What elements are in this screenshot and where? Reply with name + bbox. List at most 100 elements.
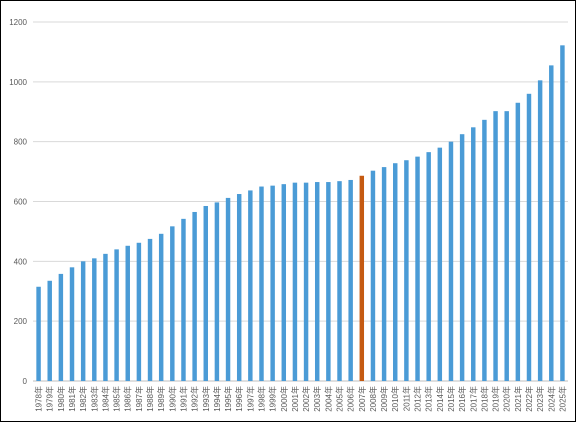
bar-14: [192, 211, 197, 381]
x-tick-label-25: 2003年: [312, 386, 322, 412]
bar-12: [170, 226, 175, 381]
x-tick-label-21: 1999年: [268, 386, 278, 412]
bar-37: [448, 141, 454, 381]
bar-16: [214, 202, 220, 381]
x-tick-label-3: 1981年: [67, 386, 77, 412]
x-tick-label-28: 2006年: [346, 386, 356, 412]
bar-10: [147, 238, 153, 381]
bar-47: [560, 45, 565, 381]
x-tick-label-9: 1987年: [134, 386, 144, 412]
y-tick-label-600: 600: [14, 198, 28, 207]
bar-43: [515, 102, 521, 382]
bar-40: [482, 119, 487, 381]
bar-32: [393, 163, 398, 381]
bar-7: [114, 249, 119, 381]
bar-9: [136, 242, 142, 381]
x-tick-label-35: 2013年: [424, 386, 434, 412]
bar-24: [303, 182, 309, 381]
x-tick-label-30: 2008年: [368, 386, 378, 412]
bar-6: [103, 253, 108, 381]
bar-41: [493, 111, 498, 382]
x-tick-label-0: 1978年: [34, 386, 44, 412]
x-tick-label-4: 1982年: [78, 386, 88, 412]
x-tick-label-1: 1979年: [45, 386, 55, 412]
x-tick-label-27: 2005年: [335, 386, 345, 412]
bar-19: [248, 190, 253, 381]
bar-26: [326, 182, 331, 381]
bar-0: [36, 286, 41, 381]
bar-4: [80, 261, 86, 381]
x-tick-label-40: 2018年: [479, 386, 489, 412]
bar-5: [92, 258, 97, 381]
x-tick-label-14: 1992年: [190, 386, 200, 412]
x-tick-label-24: 2002年: [301, 386, 311, 412]
bar-8: [125, 245, 130, 381]
bar-44: [526, 93, 532, 382]
x-tick-label-34: 2012年: [413, 386, 423, 412]
x-tick-label-18: 1996年: [234, 386, 244, 412]
x-tick-label-6: 1984年: [100, 386, 110, 412]
x-tick-label-29: 2007年: [357, 386, 367, 412]
bar-31: [381, 167, 387, 381]
x-tick-label-26: 2004年: [323, 386, 333, 412]
x-tick-label-10: 1988年: [145, 386, 155, 412]
bar-39: [471, 127, 476, 381]
x-tick-label-11: 1989年: [156, 386, 166, 412]
x-tick-label-23: 2001年: [290, 386, 300, 412]
x-tick-label-16: 1994年: [212, 386, 222, 412]
y-tick-label-400: 400: [14, 257, 28, 266]
bar-22: [281, 184, 287, 381]
x-tick-label-41: 2019年: [491, 386, 501, 412]
x-tick-label-12: 1990年: [167, 386, 177, 412]
y-tick-label-0: 0: [23, 377, 28, 386]
y-tick-label-1200: 1200: [9, 18, 27, 27]
x-tick-label-45: 2023年: [535, 386, 545, 412]
x-tick-label-5: 1983年: [89, 386, 99, 412]
bar-18: [236, 194, 242, 381]
bar-35: [426, 152, 431, 381]
y-tick-label-200: 200: [14, 317, 28, 326]
bar-3: [69, 267, 75, 381]
bar-33: [404, 160, 409, 381]
bar-23: [292, 182, 298, 381]
x-tick-label-42: 2020年: [502, 386, 512, 412]
y-tick-label-1000: 1000: [9, 78, 27, 87]
bar-30: [370, 170, 376, 381]
bar-1: [47, 280, 52, 381]
bar-15: [203, 205, 208, 381]
x-tick-label-31: 2009年: [379, 386, 389, 412]
x-tick-label-8: 1986年: [123, 386, 133, 412]
x-tick-label-13: 1991年: [178, 386, 188, 412]
x-tick-label-47: 2025年: [557, 386, 567, 412]
x-tick-label-15: 1993年: [201, 386, 211, 412]
x-tick-label-33: 2011年: [401, 386, 411, 411]
bar-20: [259, 186, 264, 381]
bar-46: [549, 65, 554, 381]
bar-11: [158, 233, 164, 381]
bar-38: [459, 134, 465, 381]
x-tick-label-39: 2017年: [468, 386, 478, 412]
bar-28: [348, 179, 353, 381]
x-tick-label-7: 1985年: [112, 386, 122, 412]
bar-13: [181, 218, 186, 381]
x-tick-label-43: 2021年: [513, 386, 523, 412]
bar-45: [537, 80, 543, 381]
x-tick-label-37: 2015年: [446, 386, 456, 412]
x-tick-label-19: 1997年: [245, 386, 255, 412]
y-tick-label-800: 800: [14, 138, 28, 147]
x-tick-label-17: 1995年: [223, 386, 233, 412]
x-tick-label-32: 2010年: [390, 386, 400, 412]
x-tick-label-46: 2024年: [546, 386, 556, 412]
bar-34: [415, 156, 420, 382]
bar-29: [359, 175, 365, 381]
x-tick-label-2: 1980年: [56, 386, 66, 412]
x-tick-label-36: 2014年: [435, 386, 445, 412]
bar-21: [270, 185, 275, 381]
bar-2: [58, 273, 64, 381]
x-tick-label-20: 1998年: [256, 386, 266, 412]
x-tick-label-44: 2022年: [524, 386, 534, 412]
bar-17: [225, 197, 231, 381]
x-tick-label-22: 2000年: [279, 386, 289, 412]
bar-25: [314, 182, 320, 381]
bar-36: [437, 147, 443, 381]
